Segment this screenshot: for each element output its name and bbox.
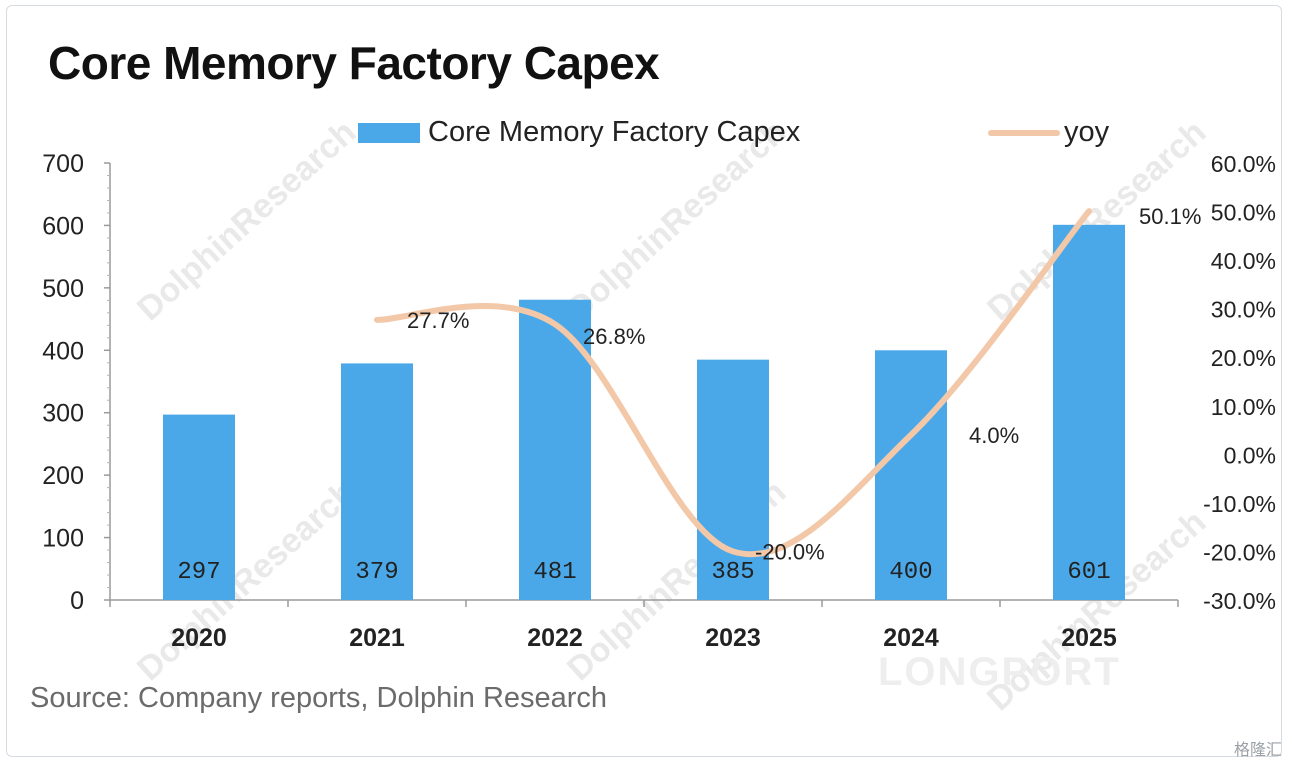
legend-bar-swatch [358,122,420,143]
right-axis-tick-label: 50.0% [1211,200,1276,226]
left-axis-tick-label: 400 [42,337,84,365]
capex-bar [875,350,947,600]
corner-watermark: 格隆汇 [1233,742,1282,759]
left-axis-tick-label: 100 [42,525,84,553]
right-axis-tick-label: 10.0% [1211,394,1276,420]
right-axis-tick-label: 20.0% [1211,345,1276,371]
legend-line-swatch [988,129,1060,136]
left-axis-tick-label: 0 [70,587,84,615]
capex-bar [163,414,235,600]
capex-bar-label: 297 [177,559,220,586]
yoy-data-label: 27.7% [407,308,469,333]
x-axis-category-label: 2025 [1061,624,1117,652]
right-axis-tick-label: -30.0% [1203,588,1276,614]
x-axis-category-label: 2021 [349,624,405,652]
x-axis-category-label: 2024 [883,624,939,652]
yoy-data-label: 26.8% [583,324,645,349]
capex-bar [341,363,413,600]
capex-bar-label: 601 [1067,559,1110,586]
yoy-line [374,208,1092,558]
right-axis-tick-label: -10.0% [1203,491,1276,517]
chart-title: Core Memory Factory Capex [48,37,660,89]
right-axis-tick-label: 30.0% [1211,297,1276,323]
capex-bar-label: 379 [355,559,398,586]
legend-item-capex: Core Memory Factory Capex [358,116,800,149]
chart-frame [6,5,1282,757]
capex-bar [1053,224,1125,600]
x-axis-category-label: 2022 [527,624,583,652]
left-axis-tick-label: 200 [42,462,84,490]
right-axis-tick-label: 40.0% [1211,248,1276,274]
capex-bar-label: 385 [711,559,754,586]
legend-label-capex: Core Memory Factory Capex [428,116,801,148]
watermark-logo: LONGPORT [878,650,1121,694]
left-axis-tick-label: 300 [42,400,84,428]
legend-label-yoy: yoy [1064,116,1110,148]
yoy-data-label: 4.0% [969,423,1019,448]
capex-bar-label: 481 [533,559,576,586]
yoy-data-label: -20.0% [755,539,825,564]
yoy-data-label: 50.1% [1139,204,1201,229]
right-axis-tick-label: 60.0% [1211,151,1276,177]
x-axis-category-label: 2023 [705,624,761,652]
capex-bar-label: 400 [889,559,932,586]
x-axis-category-label: 2020 [171,624,227,652]
left-axis-tick-label: 500 [42,275,84,303]
right-axis-tick-label: -20.0% [1203,539,1276,565]
left-axis-tick-label: 700 [42,150,84,178]
capex-bar [697,359,769,600]
source-note: Source: Company reports, Dolphin Researc… [30,682,608,714]
left-axis-tick-label: 600 [42,212,84,240]
right-axis-tick-label: 0.0% [1224,442,1276,468]
legend-item-yoy: yoy [988,116,1109,149]
